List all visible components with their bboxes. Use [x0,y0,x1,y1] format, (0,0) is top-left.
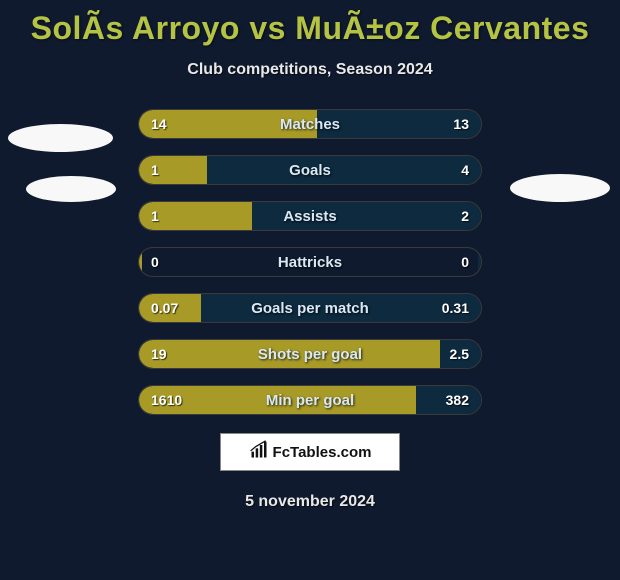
brand-text: FcTables.com [273,444,372,461]
stat-row: 00Hattricks [138,247,482,277]
decorative-ellipse [26,176,116,202]
date-text: 5 november 2024 [0,493,620,511]
decorative-ellipse [510,174,610,202]
comparison-chart: 1413Matches 14Goals 12Assists 00Hattricks 0.… [138,109,482,415]
stat-label: Goals [139,156,481,184]
decorative-ellipse [8,124,113,152]
brand-box: FcTables.com [220,433,400,471]
page-subtitle: Club competitions, Season 2024 [0,61,620,79]
chart-icon [249,440,269,464]
stat-label: Shots per goal [139,340,481,368]
stat-label: Assists [139,202,481,230]
stat-row: 12Assists [138,201,482,231]
stat-label: Goals per match [139,294,481,322]
stat-row: 14Goals [138,155,482,185]
stat-label: Matches [139,110,481,138]
stat-label: Min per goal [139,386,481,414]
page-title: SolÃ­s Arroyo vs MuÃ±oz Cervantes [0,0,620,47]
stat-row: 0.070.31Goals per match [138,293,482,323]
stat-row: 1610382Min per goal [138,385,482,415]
brand: FcTables.com [249,440,372,464]
stat-row: 1413Matches [138,109,482,139]
stat-label: Hattricks [139,248,481,276]
stat-row: 192.5Shots per goal [138,339,482,369]
